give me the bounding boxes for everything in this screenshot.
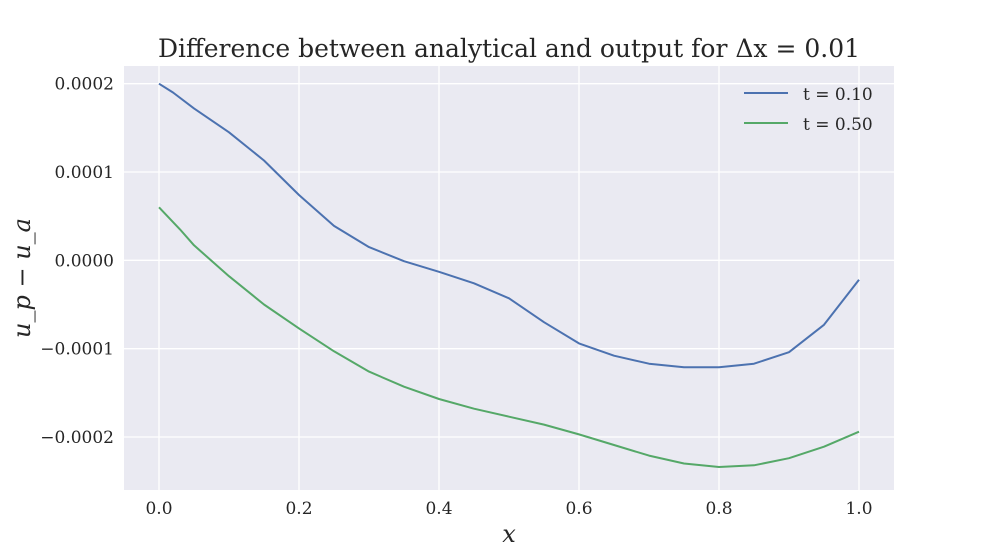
y-tick-label: 0.0000 [55,251,114,271]
x-tick-label: 0.4 [425,499,452,519]
x-tick-label: 0.6 [565,499,592,519]
y-tick-label: −0.0002 [40,428,114,448]
y-tick-labels: 0.0002 0.0001 0.0000 −0.0001 −0.0002 [40,75,114,448]
legend: t = 0.10 t = 0.50 [744,85,873,135]
legend-label-t010: t = 0.10 [803,85,873,105]
x-tick-label: 0.0 [145,499,172,519]
series-line-t050 [158,206,860,468]
x-tick-label: 0.2 [285,499,312,519]
y-axis-label: u_p − u_a [8,218,36,338]
x-tick-labels: 0.0 0.2 0.4 0.6 0.8 1.0 [145,499,872,519]
series-line-t010 [158,82,860,369]
y-tick-label: 0.0001 [55,163,114,183]
plot-area [124,66,894,490]
grid-lines [124,66,894,490]
series-layer [158,82,860,468]
legend-label-t050: t = 0.50 [803,115,873,135]
y-tick-label: −0.0001 [40,340,114,360]
y-tick-label: 0.0002 [55,75,114,95]
x-tick-label: 0.8 [705,499,732,519]
x-tick-label: 1.0 [845,499,872,519]
chart-title: Difference between analytical and output… [158,34,860,63]
x-axis-label: x [502,520,516,548]
